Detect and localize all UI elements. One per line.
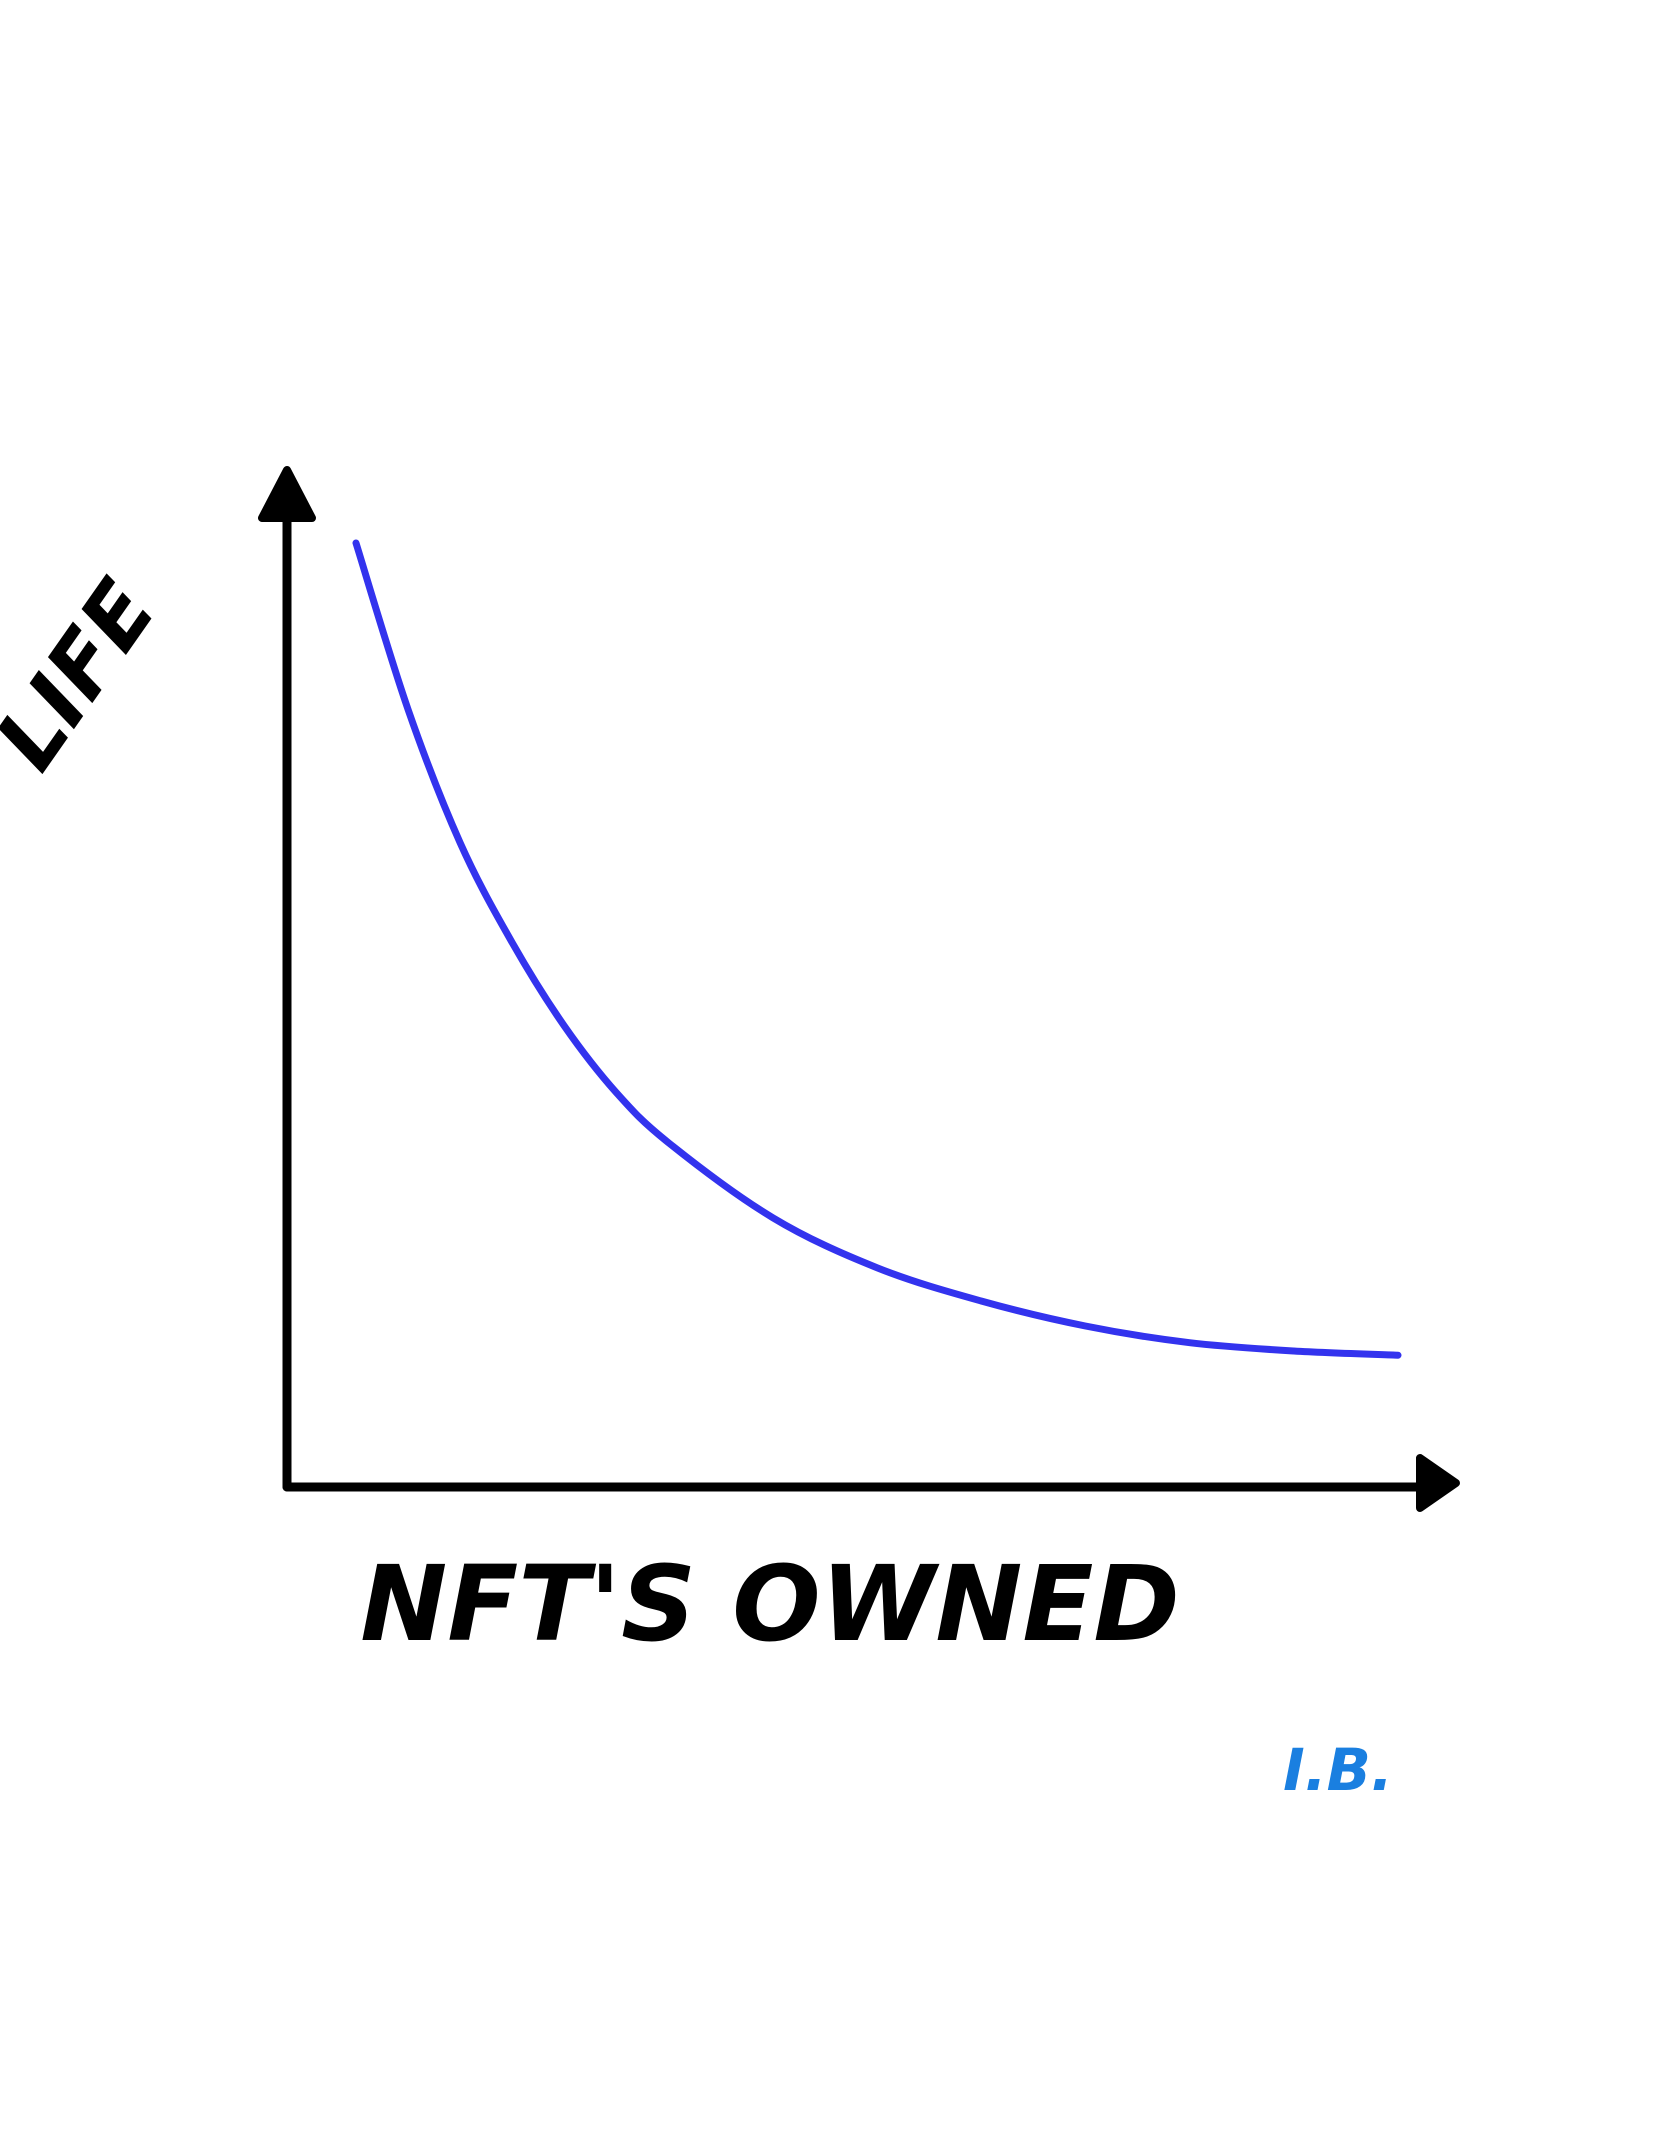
series-layer <box>352 539 1402 1359</box>
y-axis-arrowhead <box>258 466 316 522</box>
series-line-0 <box>352 539 1402 1359</box>
axes <box>258 466 1460 1512</box>
signature: I.B. <box>1283 1736 1393 1804</box>
x-axis-label: NFT'S OWNED <box>360 1543 1180 1665</box>
x-axis-arrowhead <box>1416 1454 1460 1512</box>
